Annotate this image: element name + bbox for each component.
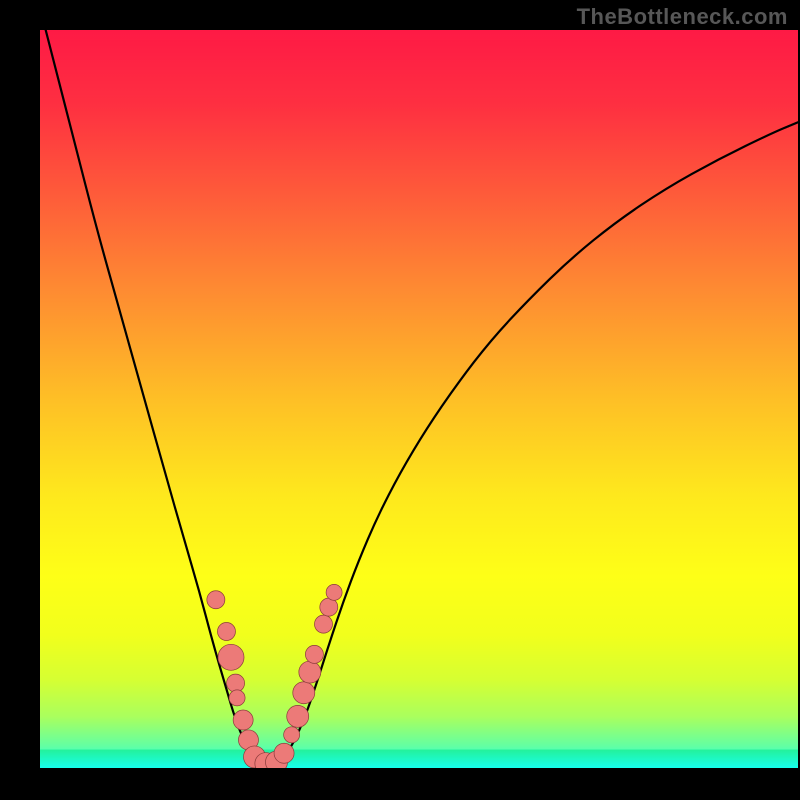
marker-dot — [233, 710, 253, 730]
plot-area — [40, 30, 798, 768]
green-band — [40, 750, 798, 768]
marker-dot — [227, 674, 245, 692]
marker-dot — [284, 727, 300, 743]
marker-dot — [299, 661, 321, 683]
marker-dot — [218, 644, 244, 670]
marker-dot — [305, 645, 323, 663]
marker-dot — [320, 598, 338, 616]
watermark-text: TheBottleneck.com — [577, 4, 788, 30]
marker-dot — [207, 591, 225, 609]
gradient-background — [40, 30, 798, 768]
marker-dot — [274, 743, 294, 763]
chart-frame: TheBottleneck.com — [0, 0, 800, 800]
marker-dot — [217, 622, 235, 640]
plot-svg — [40, 30, 798, 768]
marker-dot — [314, 615, 332, 633]
marker-dot — [229, 690, 245, 706]
marker-dot — [287, 705, 309, 727]
marker-dot — [293, 682, 315, 704]
marker-dot — [326, 584, 342, 600]
